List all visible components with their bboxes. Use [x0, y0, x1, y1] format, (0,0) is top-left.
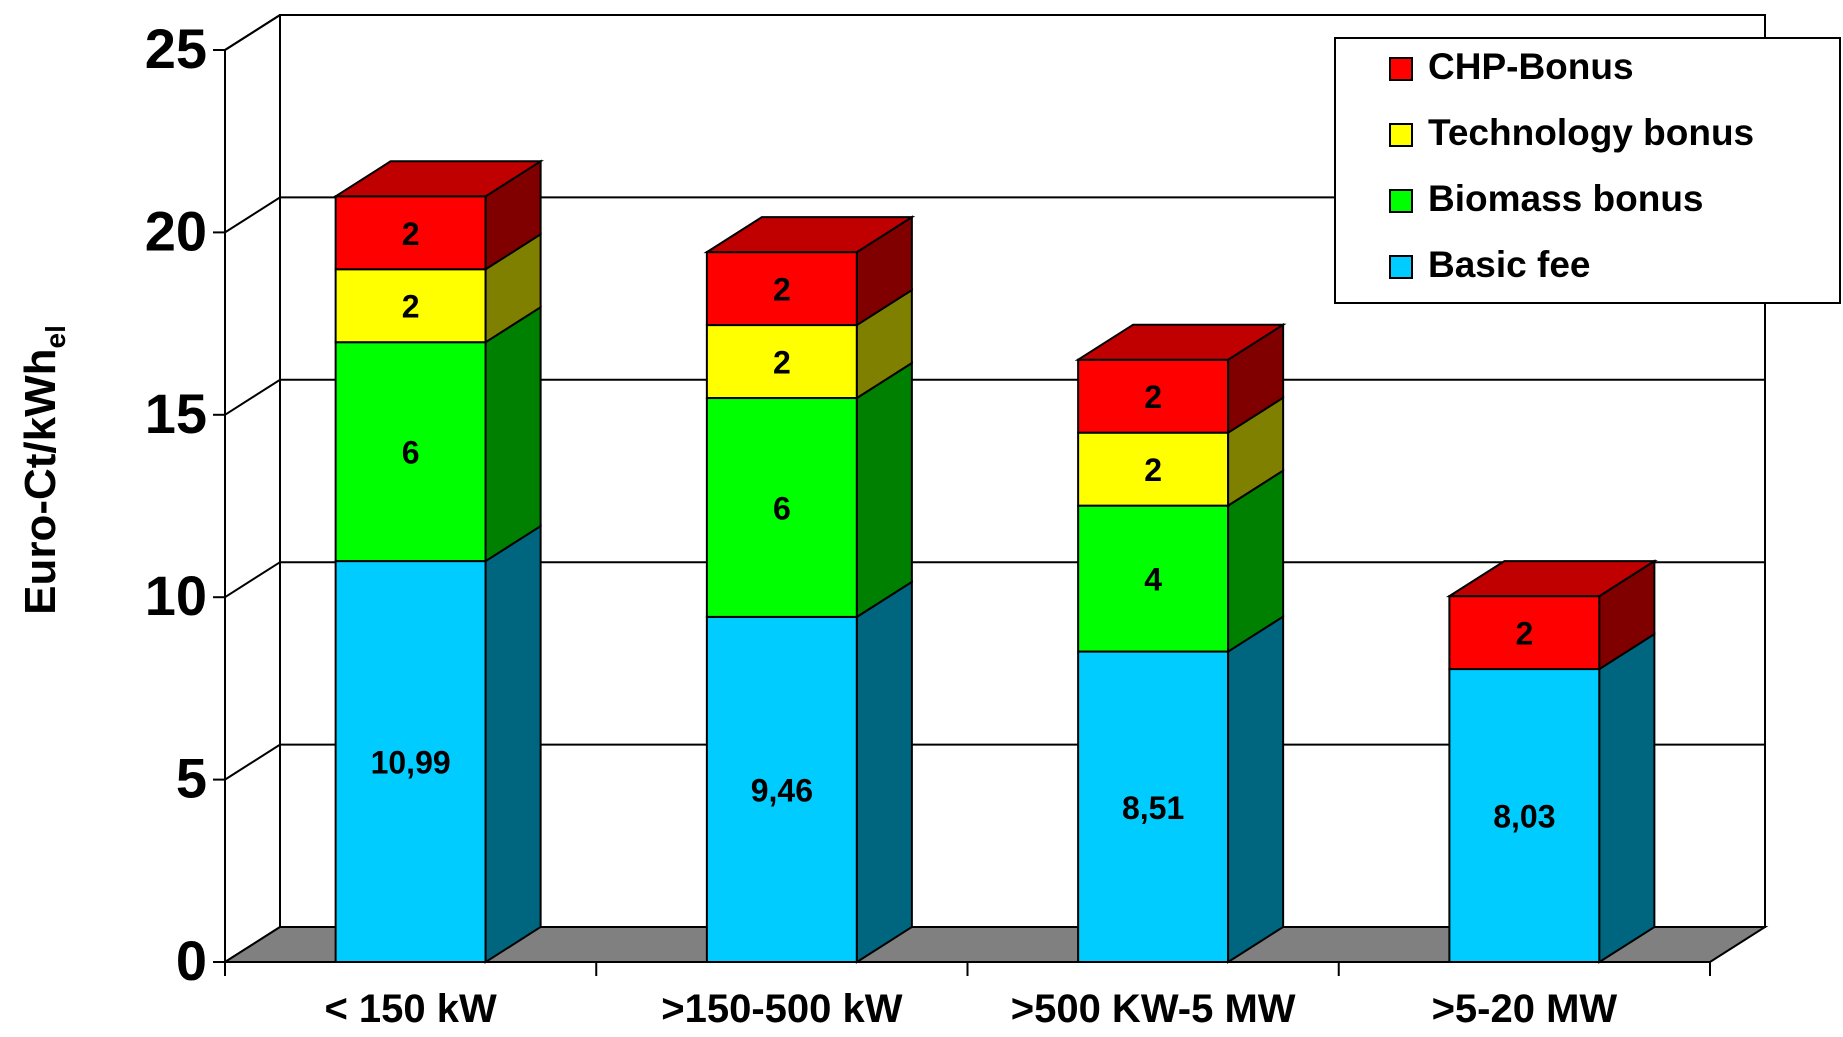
bar-basic-fee-500-kw-5-mw	[1077, 650, 1230, 963]
y-tick-label: 20	[145, 199, 207, 262]
data-label-chp-bonus-150-kw: 2	[402, 216, 420, 252]
bar-top-150-kw	[332, 160, 545, 198]
data-label-basic-fee-5-20-mw: 8,03	[1493, 799, 1555, 835]
bar-chp-bonus-500-kw-5-mw	[1077, 358, 1230, 434]
data-label-technology-bonus-150-500-kw: 2	[773, 345, 791, 381]
y-axis-title-main: Euro-Ct/kWh	[16, 348, 65, 614]
legend-swatch-biomass-bonus	[1389, 189, 1413, 213]
bar-technology-bonus-150-500-kw	[705, 324, 858, 400]
bar-side-biomass-bonus-150-kw	[484, 305, 542, 563]
data-label-technology-bonus-500-kw-5-mw: 2	[1144, 452, 1162, 488]
x-tick-label-150-kw: < 150 kW	[324, 987, 497, 1031]
data-label-basic-fee-150-500-kw: 9,46	[751, 772, 813, 808]
y-axis-title-subscript: el	[40, 325, 71, 348]
x-tick-label-150-500-kw: >150-500 kW	[661, 987, 903, 1031]
y-tick-label: 5	[176, 747, 207, 810]
bar-top-5-20-mw	[1445, 560, 1658, 598]
bar-side-basic-fee-5-20-mw	[1598, 632, 1656, 964]
y-axis: 0 5 10 15 20 25	[145, 17, 226, 992]
legend-label-basic-fee: Basic fee	[1428, 244, 1591, 285]
data-labels-layer: 10,99 6 2 2 9,46 6 2 2 8,51 4 2 2 8,03 2	[371, 216, 1556, 835]
bar-side-basic-fee-500-kw-5-mw	[1227, 614, 1285, 964]
data-label-chp-bonus-5-20-mw: 2	[1515, 616, 1533, 652]
legend-label-technology-bonus: Technology bonus	[1428, 112, 1754, 153]
x-tick-label-500-kw-5-mw: >500 KW-5 MW	[1011, 987, 1296, 1031]
gridline	[224, 196, 1765, 234]
bar-chp-bonus-5-20-mw	[1448, 595, 1601, 671]
legend-label-biomass-bonus: Biomass bonus	[1428, 178, 1704, 219]
bar-side-basic-fee-150-kw	[484, 524, 542, 964]
data-label-biomass-bonus-150-kw: 6	[402, 435, 420, 471]
data-label-chp-bonus-150-500-kw: 2	[773, 272, 791, 308]
data-label-basic-fee-500-kw-5-mw: 8,51	[1122, 790, 1184, 826]
x-axis: < 150 kW >150-500 kW >500 KW-5 MW >5-20 MW	[224, 961, 1711, 1031]
bar-biomass-bonus-500-kw-5-mw	[1077, 504, 1230, 653]
bar-basic-fee-150-500-kw	[705, 615, 858, 963]
data-label-biomass-bonus-500-kw-5-mw: 4	[1144, 562, 1162, 598]
legend-label-chp-bonus: CHP-Bonus	[1428, 46, 1634, 87]
bar-side-biomass-bonus-150-500-kw	[855, 361, 913, 619]
data-label-basic-fee-150-kw: 10,99	[371, 745, 451, 781]
legend: CHP-Bonus Technology bonus Biomass bonus Ba…	[1334, 37, 1841, 304]
y-tick-label: 0	[176, 929, 207, 992]
bar-chp-bonus-150-kw	[334, 195, 487, 271]
y-tick-label: 25	[145, 17, 207, 80]
legend-swatch-technology-bonus	[1389, 123, 1413, 147]
bars-layer	[332, 159, 1658, 964]
bar-chp-bonus-150-500-kw	[705, 251, 858, 327]
bar-basic-fee-5-20-mw	[1448, 668, 1601, 963]
data-label-technology-bonus-150-kw: 2	[402, 289, 420, 325]
gridline	[224, 14, 1765, 51]
data-label-chp-bonus-500-kw-5-mw: 2	[1144, 379, 1162, 415]
bar-side-basic-fee-150-500-kw	[855, 580, 913, 964]
bar-top-150-500-kw	[703, 216, 916, 254]
legend-swatch-basic-fee	[1389, 255, 1413, 279]
legend-swatch-chp-bonus	[1389, 57, 1413, 81]
y-axis-title: Euro-Ct/kWhel	[16, 325, 71, 615]
bar-top-500-kw-5-mw	[1074, 323, 1287, 361]
data-label-biomass-bonus-150-500-kw: 6	[773, 490, 791, 526]
legend-box	[1334, 37, 1841, 304]
y-tick-label: 15	[145, 382, 207, 445]
y-tick-label: 10	[145, 564, 207, 627]
x-tick-label-5-20-mw: >5-20 MW	[1432, 987, 1618, 1031]
bar-technology-bonus-500-kw-5-mw	[1077, 431, 1230, 507]
